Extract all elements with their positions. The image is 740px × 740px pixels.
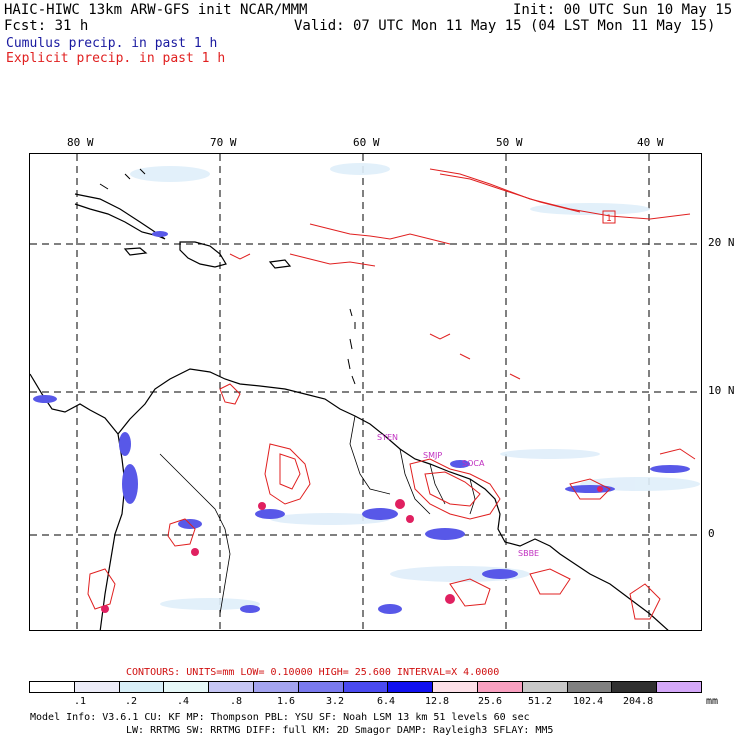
legend-swatch-7 [343, 682, 389, 692]
station-syen: SYEN [377, 433, 398, 442]
legend-label-10: 102.4 [573, 696, 604, 707]
legend-swatch-10 [477, 682, 523, 692]
station-smjp: SMJP [423, 451, 442, 460]
legend-label-1: .2 [125, 696, 138, 707]
init-time: Init: 00 UTC Sun 10 May 15 [513, 2, 733, 18]
lon-label-70w: 70 W [210, 136, 237, 149]
cumulus-light-areas [130, 163, 700, 610]
legend-swatch-11 [522, 682, 568, 692]
legend-swatch-5 [253, 682, 299, 692]
station-labels: SYEN SMJP SOCA SBBE [377, 433, 539, 558]
legend-label-6: 6.4 [377, 696, 396, 707]
model-title: HAIC-HIWC 13km ARW-GFS init NCAR/MMM [4, 2, 308, 18]
legend-swatch-9 [433, 682, 478, 692]
model-info-line2: LW: RRTMG SW: RRTMG DIFF: full KM: 2D Sm… [126, 725, 554, 736]
legend-swatch-13 [612, 682, 658, 692]
station-sbbe: SBBE [518, 549, 539, 558]
lon-label-60w: 60 W [353, 136, 380, 149]
explicit-precip-contours [87, 168, 696, 620]
legend-swatch-8 [388, 682, 434, 692]
legend-label-11: 204.8 [623, 696, 654, 707]
model-info-line1: Model Info: V3.6.1 CU: KF MP: Thompson P… [30, 712, 530, 723]
high-marker-label: 1 [606, 214, 612, 224]
lat-label-20n: 20 N [708, 236, 735, 249]
lon-label-80w: 80 W [67, 136, 94, 149]
lat-label-0: 0 [708, 527, 715, 540]
high-marker-box [602, 210, 616, 224]
legend-label-0: .1 [74, 696, 87, 707]
legend-label-8: 25.6 [478, 696, 503, 707]
lat-label-10n: 10 N [708, 384, 735, 397]
legend-label-4: 1.6 [277, 696, 296, 707]
legend-swatch-14 [657, 682, 701, 692]
legend-swatch-4 [209, 682, 254, 692]
legend-label-7: 12.8 [425, 696, 450, 707]
lat-lon-grid [30, 154, 701, 630]
map-canvas: 1 SYEN SMJP SOCA SBBE [30, 154, 701, 630]
legend-swatch-2 [119, 682, 165, 692]
legend-swatch-3 [164, 682, 210, 692]
intense-precip-cells [101, 486, 603, 613]
cumulus-precip [33, 231, 690, 614]
precip-map: 1 SYEN SMJP SOCA SBBE [29, 153, 702, 631]
legend-unit: mm [706, 696, 719, 707]
lon-label-50w: 50 W [496, 136, 523, 149]
station-soca: SOCA [462, 459, 485, 468]
valid-time: Valid: 07 UTC Mon 11 May 15 (04 LST Mon … [294, 18, 716, 34]
explicit-precip-title: Explicit precip. in past 1 h [6, 51, 226, 66]
legend-swatch-12 [567, 682, 613, 692]
legend-swatch-1 [74, 682, 120, 692]
cumulus-precip-title: Cumulus precip. in past 1 h [6, 36, 218, 51]
legend-label-3: .8 [230, 696, 243, 707]
forecast-hour: Fcst: 31 h [4, 18, 89, 34]
coastlines [30, 168, 669, 630]
lon-label-40w: 40 W [637, 136, 664, 149]
legend-label-5: 3.2 [326, 696, 345, 707]
legend-label-9: 51.2 [528, 696, 553, 707]
contour-info: CONTOURS: UNITS=mm LOW= 0.10000 HIGH= 25… [126, 667, 500, 678]
legend-label-2: .4 [177, 696, 190, 707]
legend-swatch-6 [298, 682, 344, 692]
color-legend [29, 681, 702, 693]
legend-swatch-0 [30, 682, 75, 692]
